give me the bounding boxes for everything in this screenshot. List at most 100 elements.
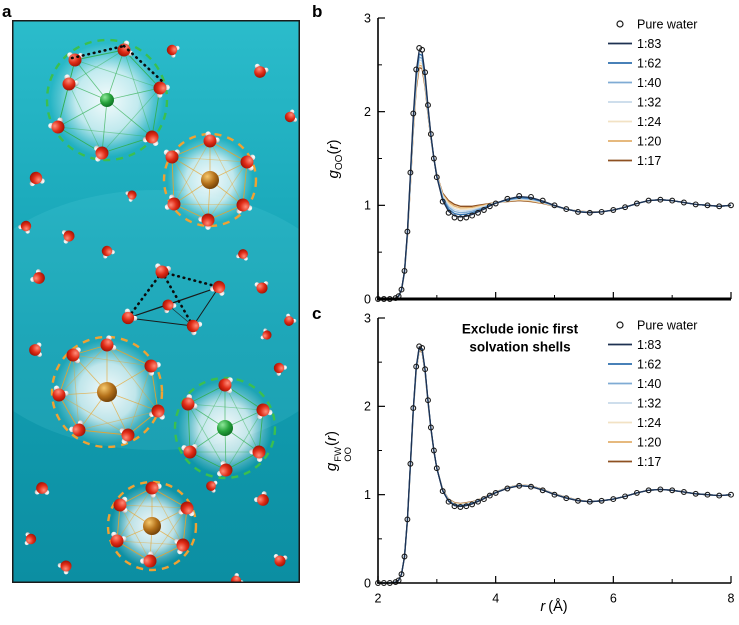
pure-water-marker — [563, 206, 570, 213]
water-molecule — [254, 63, 269, 78]
legend-label-1:83: 1:83 — [637, 37, 661, 51]
water-molecule — [100, 335, 117, 352]
legend-label-1:24: 1:24 — [637, 416, 661, 430]
pure-water-marker — [622, 493, 629, 500]
water-molecule — [186, 319, 203, 336]
shell-network-line — [72, 354, 80, 431]
pure-water-marker — [575, 497, 581, 504]
legend-label-1:20: 1:20 — [637, 134, 661, 148]
pure-water-marker — [457, 504, 464, 510]
oxygen-atom — [20, 220, 32, 232]
water-molecule — [218, 377, 233, 394]
shell-network-line — [242, 161, 248, 206]
pure-water-marker — [445, 498, 452, 505]
pure-water-marker — [704, 491, 711, 498]
pure-water-marker — [425, 397, 431, 404]
water-molecule — [284, 109, 298, 123]
pure-water-marker — [419, 345, 426, 351]
shell-network-line — [187, 403, 264, 411]
series-line-1:62 — [378, 53, 732, 300]
oxygen-atom — [273, 362, 285, 374]
x-tick-label: 4 — [492, 591, 499, 603]
oxygen-atom — [155, 265, 169, 279]
water-molecule — [181, 444, 198, 459]
shell-spoke-line — [57, 99, 108, 128]
oxygen-atom — [121, 428, 135, 442]
shell-network-line — [119, 504, 188, 509]
legend-label-1:32: 1:32 — [637, 396, 661, 410]
series-line-1:83 — [378, 49, 732, 300]
pure-water-marker — [439, 488, 446, 495]
water-molecule — [254, 491, 269, 506]
x-tick-label: 2 — [375, 591, 382, 603]
series-line-1:20 — [378, 64, 732, 300]
dashed-shell-ring — [173, 376, 277, 480]
shell-network-line — [123, 49, 153, 138]
shell-network-line — [209, 140, 248, 163]
oxygen-atom — [176, 538, 190, 552]
oxygen-atom — [29, 344, 41, 356]
orange-ion — [201, 171, 219, 189]
dashed-shell-ring — [45, 38, 169, 162]
cluster-edge-line — [127, 317, 194, 327]
pure-water-marker — [586, 498, 593, 505]
oxygen-atom — [29, 171, 43, 185]
water-molecule — [203, 131, 220, 148]
legend-label-pure-water: Pure water — [637, 17, 697, 31]
legend-label-1:40: 1:40 — [637, 76, 661, 90]
pure-water-marker — [716, 492, 723, 499]
cluster-edge-line — [192, 286, 220, 327]
shell-network-line — [151, 487, 188, 509]
water-molecule — [30, 269, 45, 284]
shell-spoke-line — [106, 87, 161, 101]
shell-network-line — [187, 384, 226, 405]
chart-svg-c: 2 4 6 8 0 1 2 3 Pure water 1:83 1:62 1:40 1:32 1:24 1:… — [364, 311, 734, 605]
shell-network-line — [187, 403, 191, 453]
green-ion — [217, 420, 233, 436]
ylabel-c-paren-close: ) — [323, 430, 340, 436]
water-molecule — [284, 313, 297, 326]
oxygen-atom — [121, 311, 135, 325]
water-molecule — [18, 220, 32, 234]
water-molecule — [254, 281, 269, 294]
water-molecule — [145, 481, 162, 498]
pure-water-marker — [430, 447, 437, 454]
xlabel-var: r — [540, 599, 546, 615]
pure-water-marker — [669, 197, 676, 204]
oxygen-atom — [68, 53, 82, 67]
orange-solvation-shell — [50, 335, 165, 449]
water-molecule — [119, 427, 135, 444]
shell-network-line — [68, 83, 103, 154]
pure-water-marker — [410, 405, 417, 412]
oxygen-atom — [236, 198, 250, 212]
pure-water-marker — [439, 198, 446, 205]
pure-water-marker — [610, 207, 617, 213]
pure-water-marker — [398, 571, 405, 578]
water-molecule — [209, 280, 226, 296]
shell-network-line — [123, 49, 161, 89]
oxygen-atom — [219, 463, 233, 477]
water-molecule — [29, 171, 45, 187]
pure-water-marker — [425, 102, 431, 109]
shell-spoke-line — [74, 59, 108, 101]
water-molecule — [121, 308, 138, 325]
water-molecule — [125, 190, 137, 202]
oxygen-atom — [262, 330, 272, 340]
water-molecule — [273, 554, 288, 567]
x-tick-label: 6 — [610, 591, 617, 603]
pure-water-marker — [430, 155, 437, 162]
legend-label-1:62: 1:62 — [637, 357, 661, 371]
pure-water-marker — [486, 492, 493, 499]
pure-water-marker — [475, 498, 481, 505]
water-molecule — [113, 496, 128, 514]
series-line-1:17 — [378, 350, 732, 584]
water-molecule — [256, 403, 273, 419]
oxygen-atom — [180, 501, 194, 515]
oxygen-atom — [167, 197, 181, 211]
y-tick-label: 1 — [364, 488, 371, 502]
panel-b-label: b — [312, 2, 323, 21]
pure-water-marker — [457, 215, 464, 222]
shell-network-line — [171, 156, 248, 163]
pure-water-marker — [433, 174, 440, 181]
